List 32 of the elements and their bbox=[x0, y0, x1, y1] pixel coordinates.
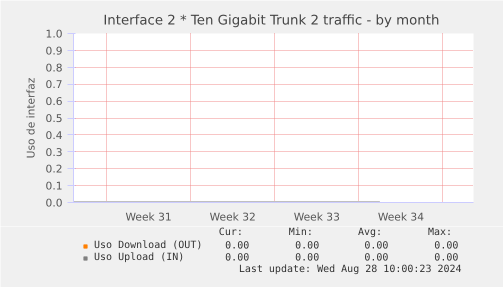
y-tick-label: 0.7 bbox=[46, 78, 63, 92]
y-tick-label: 0.9 bbox=[46, 44, 63, 58]
x-tick-label: Week 31 bbox=[126, 210, 172, 224]
text: 0.00 bbox=[364, 252, 388, 264]
chart-title: Interface 2 * Ten Gigabit Trunk 2 traffic - by month bbox=[103, 14, 440, 28]
y-tick-label: 0.6 bbox=[46, 95, 63, 108]
text: 0.00 bbox=[225, 252, 250, 264]
x-tick-label: Week 34 bbox=[378, 210, 424, 224]
text: 0.00 bbox=[225, 240, 250, 252]
text: Last update: Wed Aug 28 10:00:23 2024 bbox=[238, 264, 462, 275]
text: Avg: bbox=[358, 227, 382, 238]
y-tick-label: 0.4 bbox=[46, 128, 63, 142]
y-axis-title: Uso de interfaz bbox=[24, 77, 38, 158]
y-tick-label: 0.3 bbox=[46, 146, 63, 159]
text: 0.00 bbox=[295, 252, 320, 264]
text: Max: bbox=[428, 227, 452, 238]
text: 0.00 bbox=[364, 240, 388, 252]
text: 0.00 bbox=[434, 240, 458, 252]
text: Cur: bbox=[218, 227, 243, 238]
text: 0.00 bbox=[295, 240, 320, 252]
y-tick-label: 0.0 bbox=[46, 196, 63, 210]
text: 0.00 bbox=[434, 252, 458, 264]
legend-label: Uso Download (OUT) bbox=[94, 240, 202, 251]
y-tick-label: 0.5 bbox=[46, 112, 63, 125]
text: Min: bbox=[288, 227, 313, 238]
y-tick-label: 1.0 bbox=[46, 28, 63, 40]
y-tick-label: 0.2 bbox=[46, 162, 63, 176]
x-tick-label: Week 33 bbox=[294, 210, 340, 224]
legend-label: Uso Upload (IN) bbox=[94, 252, 184, 263]
x-tick-label: Week 32 bbox=[210, 210, 256, 224]
y-tick-label: 0.1 bbox=[46, 180, 63, 193]
y-tick-label: 0.8 bbox=[46, 61, 63, 74]
